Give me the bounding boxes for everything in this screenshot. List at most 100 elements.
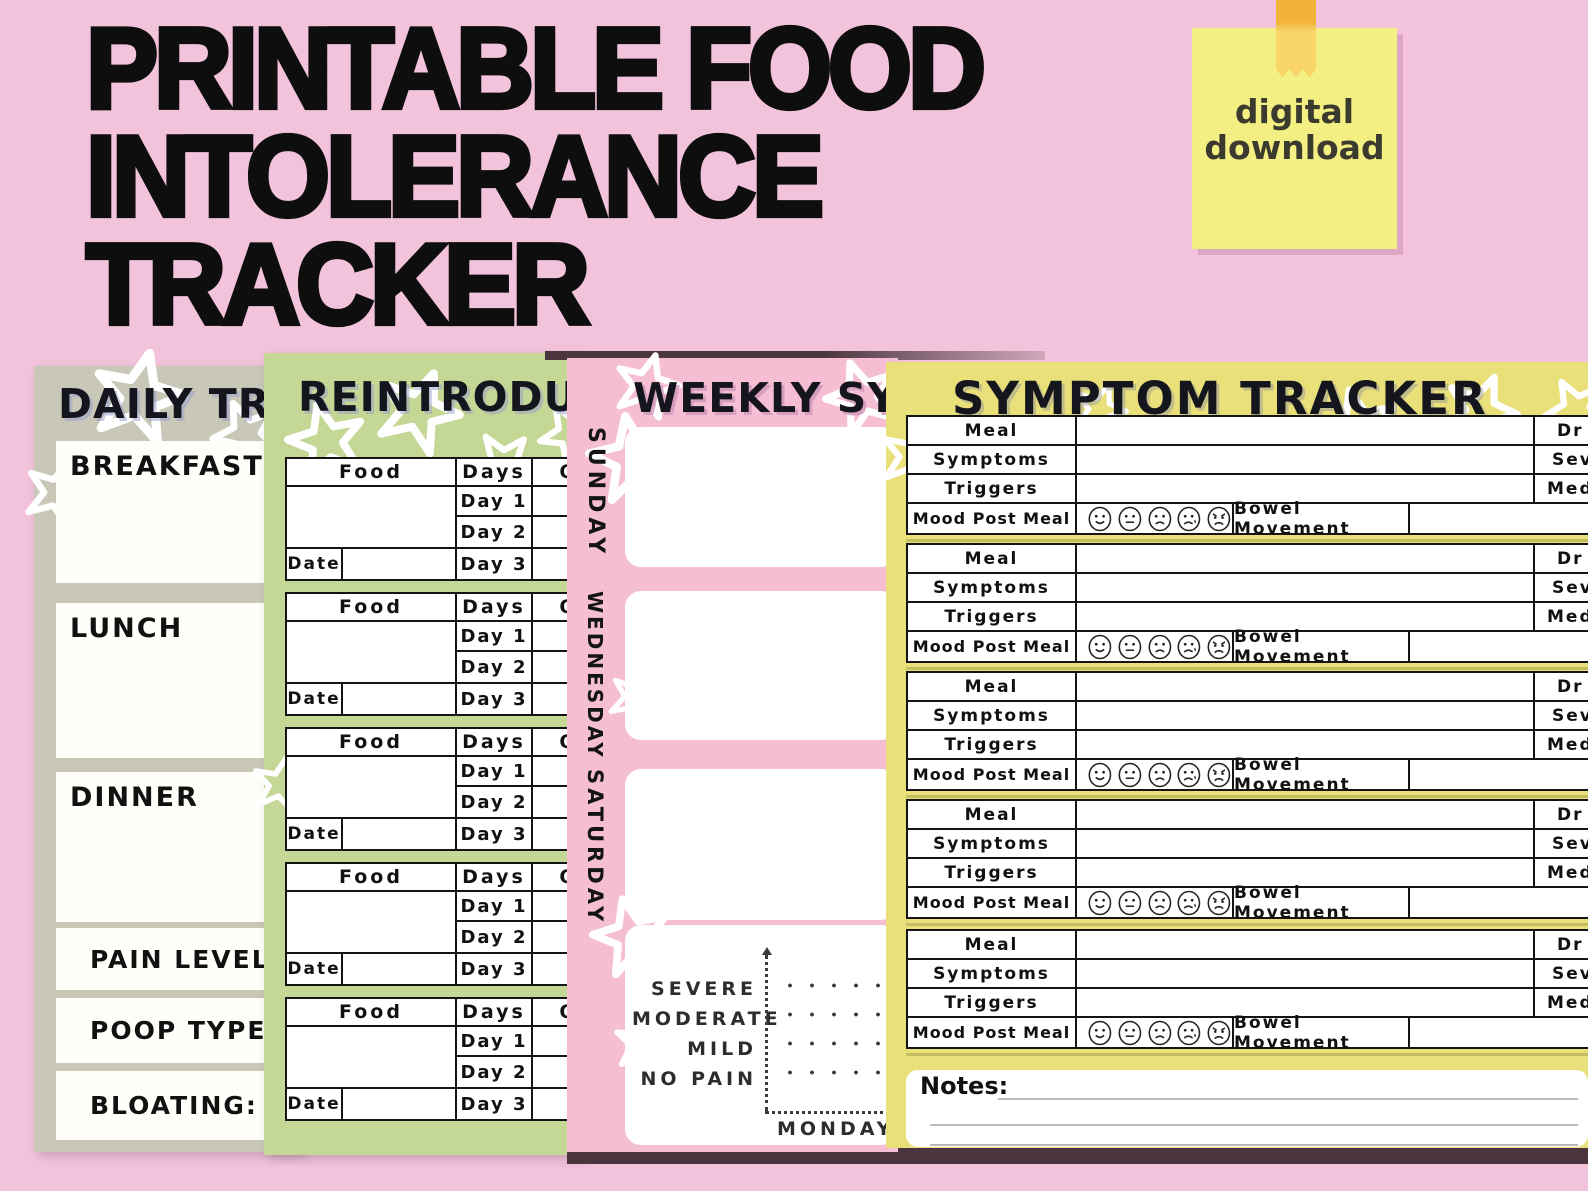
- mood-label-cell: Mood Post Meal: [906, 758, 1077, 791]
- medication-label-cell: Medi: [1533, 729, 1588, 760]
- neutral-face-icon: [1117, 633, 1143, 661]
- symptom-block: Meal Dr Symptoms Sev Triggers Medi Mood …: [906, 929, 1588, 1053]
- saturday-label: SATURDAY: [583, 769, 607, 926]
- day2-cell: Day 2: [455, 650, 533, 684]
- date-label-cell: Date: [285, 952, 343, 986]
- day2-cell: Day 2: [455, 515, 533, 549]
- severity-label-cell: Sev: [1533, 444, 1588, 475]
- triggers-label-cell: Triggers: [906, 987, 1077, 1018]
- food-entry-cell: [285, 485, 457, 549]
- lunch-label: LUNCH: [70, 613, 184, 644]
- date-label-cell: Date: [285, 682, 343, 716]
- food-header-cell: Food: [285, 592, 457, 622]
- triggers-entry-cell: [1075, 729, 1535, 760]
- neutral-face-icon: [1117, 889, 1143, 917]
- sunday-box: [625, 427, 897, 567]
- moderate-label: MODERATE: [632, 1008, 782, 1030]
- notes-line: [998, 1098, 1578, 1100]
- mood-label-cell: Mood Post Meal: [906, 886, 1077, 919]
- symptom-block: Meal Dr Symptoms Sev Triggers Medi Mood …: [906, 543, 1588, 667]
- days-header-cell: Days: [455, 997, 533, 1027]
- symptoms-label-cell: Symptoms: [906, 828, 1077, 859]
- severity-label-cell: Sev: [1533, 828, 1588, 859]
- triggers-label-cell: Triggers: [906, 473, 1077, 504]
- bowel-entry-cell: [1408, 1016, 1588, 1049]
- food-header-cell: Food: [285, 997, 457, 1027]
- angry-face-icon: [1206, 761, 1232, 789]
- meal-entry-cell: [1075, 929, 1535, 960]
- pain-scale-chart: SEVERE MODERATE MILD NO PAIN MONDAY: [625, 925, 897, 1145]
- symptoms-entry-cell: [1075, 828, 1535, 859]
- drink-label-cell: Dr: [1533, 543, 1588, 574]
- date-entry-cell: [341, 952, 457, 986]
- day2-cell: Day 2: [455, 785, 533, 819]
- drink-label-cell: Dr: [1533, 671, 1588, 702]
- crying-face-icon: [1176, 761, 1202, 789]
- date-entry-cell: [341, 547, 457, 581]
- happy-face-icon: [1087, 1019, 1113, 1047]
- severe-label: SEVERE: [651, 978, 757, 1000]
- food-header-cell: Food: [285, 727, 457, 757]
- neutral-face-icon: [1117, 761, 1143, 789]
- symptom-block: Meal Dr Symptoms Sev Triggers Medi Mood …: [906, 799, 1588, 923]
- reintroduction-page: REINTRODUC Food Date Days Day 1 Day 2 Da…: [264, 353, 586, 1155]
- headline: PRINTABLE FOOD INTOLERANCE TRACKER: [84, 8, 989, 348]
- sad-face-icon: [1147, 1019, 1173, 1047]
- y-axis-arrow-icon: [762, 947, 772, 1111]
- meal-label-cell: Meal: [906, 929, 1077, 960]
- medication-label-cell: Medi: [1533, 601, 1588, 632]
- triggers-label-cell: Triggers: [906, 857, 1077, 888]
- day3-cell: Day 3: [455, 682, 533, 716]
- headline-line-3: TRACKER: [84, 219, 593, 348]
- day2-cell: Day 2: [455, 1055, 533, 1089]
- neutral-face-icon: [1117, 505, 1143, 533]
- day1-cell: Day 1: [455, 1025, 533, 1057]
- sad-face-icon: [1147, 505, 1173, 533]
- saturday-box: [625, 769, 897, 920]
- angry-face-icon: [1206, 889, 1232, 917]
- dot-grid: [775, 965, 897, 1097]
- bowel-label-cell: Bowel Movement: [1232, 755, 1410, 795]
- notes-label: Notes:: [920, 1072, 1009, 1100]
- x-axis-line: [765, 1111, 897, 1114]
- meal-label-cell: Meal: [906, 415, 1077, 446]
- day1-cell: Day 1: [455, 620, 533, 652]
- angry-face-icon: [1206, 505, 1232, 533]
- drink-label-cell: Dr: [1533, 415, 1588, 446]
- mood-faces-cell: [1075, 1016, 1234, 1049]
- meal-entry-cell: [1075, 799, 1535, 830]
- page-shadow-band-top: [545, 351, 1045, 360]
- food-entry-cell: [285, 1025, 457, 1089]
- triggers-label-cell: Triggers: [906, 601, 1077, 632]
- date-label-cell: Date: [285, 1087, 343, 1121]
- dinner-label: DINNER: [70, 782, 199, 813]
- monday-label: MONDAY: [777, 1118, 895, 1140]
- symptoms-label-cell: Symptoms: [906, 700, 1077, 731]
- meal-label-cell: Meal: [906, 543, 1077, 574]
- notes-box: Notes:: [906, 1070, 1588, 1147]
- symptoms-label-cell: Symptoms: [906, 444, 1077, 475]
- medication-label-cell: Medi: [1533, 857, 1588, 888]
- wednesday-label: WEDNESDAY: [583, 591, 607, 760]
- sad-face-icon: [1147, 761, 1173, 789]
- bowel-label-cell: Bowel Movement: [1232, 627, 1410, 667]
- happy-face-icon: [1087, 761, 1113, 789]
- food-entry-cell: [285, 755, 457, 819]
- sad-face-icon: [1147, 889, 1173, 917]
- day3-cell: Day 3: [455, 1087, 533, 1121]
- date-entry-cell: [341, 682, 457, 716]
- meal-entry-cell: [1075, 543, 1535, 574]
- meal-entry-cell: [1075, 415, 1535, 446]
- symptoms-label-cell: Symptoms: [906, 958, 1077, 989]
- medication-label-cell: Medi: [1533, 473, 1588, 504]
- symptom-block: Meal Dr Symptoms Sev Triggers Medi Mood …: [906, 671, 1588, 795]
- sticky-note-line-1: digital: [1234, 92, 1355, 131]
- days-header-cell: Days: [455, 457, 533, 487]
- date-entry-cell: [341, 1087, 457, 1121]
- severity-label-cell: Sev: [1533, 572, 1588, 603]
- days-header-cell: Days: [455, 592, 533, 622]
- day3-cell: Day 3: [455, 817, 533, 851]
- breakfast-label: BREAKFAST: [70, 451, 264, 482]
- day3-cell: Day 3: [455, 547, 533, 581]
- angry-face-icon: [1206, 633, 1232, 661]
